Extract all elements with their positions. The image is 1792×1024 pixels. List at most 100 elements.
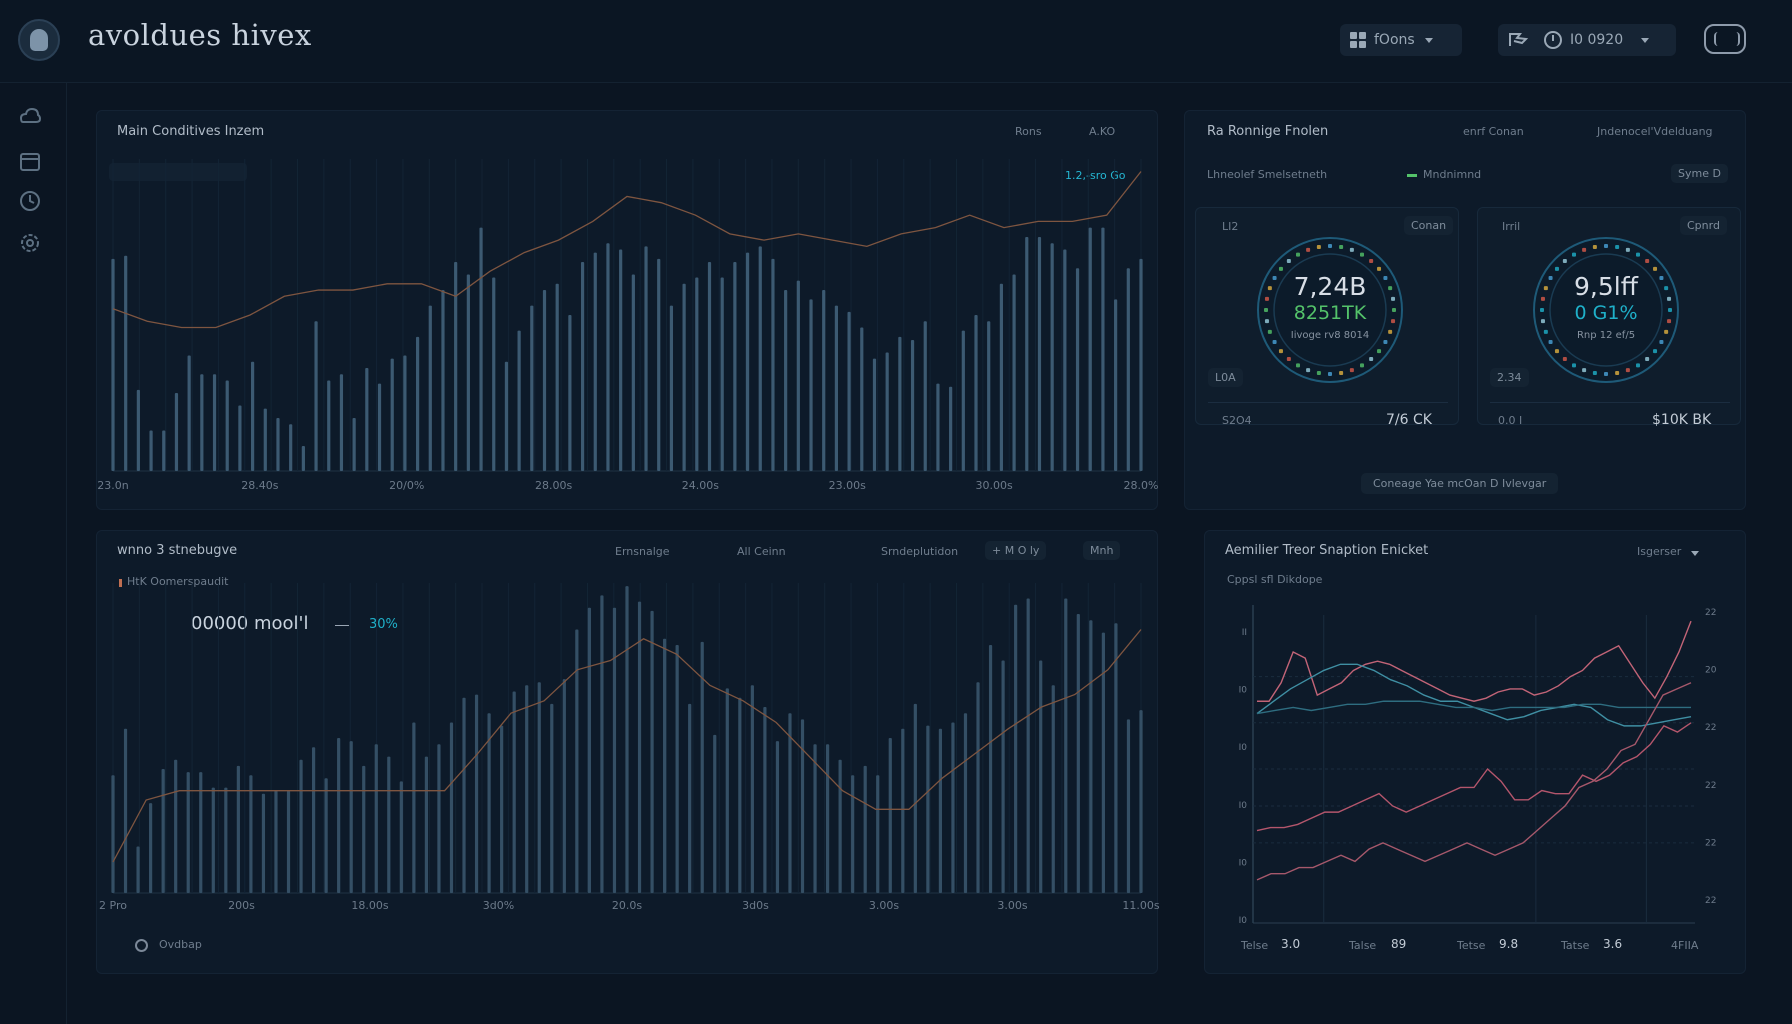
gauge-tick [1264,319,1269,324]
legend-swatch [119,579,122,587]
bar [999,283,1003,471]
x-tick-label: 200s [228,899,255,912]
gauge-tick [1306,247,1311,252]
gauge-tick [1668,308,1672,312]
bar [763,707,767,893]
time-selector[interactable]: I0 0920 [1498,24,1676,56]
gauge-tick [1267,286,1272,291]
right-chart-dropdown[interactable]: Isgerser [1637,545,1682,558]
bar [441,290,445,471]
gauge-ring [1533,237,1679,383]
bar [374,744,378,893]
gauge-tick [1349,247,1354,252]
x-tick-label: 28.00s [535,479,572,492]
bar [492,277,496,471]
calendar-icon[interactable] [19,150,41,172]
gauge-tick [1369,357,1374,362]
bar [863,765,867,893]
y-tick-label: I0 [1239,916,1248,926]
main-chart-panel: Main Conditives Inzem Rons A.KO 1.2,-sro… [96,110,1158,510]
bar [733,261,737,471]
bar [525,685,529,893]
footer-button[interactable]: Coneage Yae mcOan D Ivlevgar [1361,473,1559,494]
bar [675,645,679,893]
gauge-tick [1548,276,1553,280]
gauge-tick [1653,349,1658,354]
secondary-chart-panel: wnno 3 stnebugve Ernsnalge All Ceinn Srn… [96,530,1160,974]
y-tick-label: II [1242,628,1247,638]
filter-4[interactable]: + M O ly [985,541,1047,560]
sync-button[interactable]: Syme D [1671,164,1728,183]
right-line-chart: II I0 I0 I0 I0 I0 22 20 22 22 22 22 [1239,605,1717,926]
stat-label-4: Tatse [1561,939,1590,952]
bar [224,787,228,893]
filter-1[interactable]: Ernsnalge [615,545,670,558]
bar [276,417,280,471]
theme-toggle[interactable] [1704,24,1746,54]
gauge-ring [1257,237,1403,383]
bar [161,769,165,893]
app-logo[interactable] [18,19,60,61]
view-selector[interactable]: fOons [1340,24,1462,56]
bar [1088,227,1092,471]
bar [800,719,805,893]
range-panel-sub2[interactable]: Jndenocel'Vdelduang [1597,125,1713,138]
gauge-chip: L0A [1208,368,1243,387]
bar [568,315,572,471]
right-axis-label: 22 [1705,838,1716,848]
gauge-tick [1562,357,1567,362]
filter-2[interactable]: All Ceinn [737,545,786,558]
cloud-icon[interactable] [19,106,42,128]
right-axis-label: 20 [1705,666,1717,676]
gauge-button[interactable]: Conan [1404,216,1454,235]
main-chart-button-2[interactable]: A.KO [1089,125,1116,138]
bar [813,744,817,893]
bar [1001,660,1005,893]
grid-icon [1350,32,1366,48]
gauge-button[interactable]: Cpnrd [1680,216,1727,235]
bar [788,713,792,893]
bar [923,321,927,471]
main-chart-title: Main Conditives Inzem [117,124,265,139]
gauge-tick [1615,244,1620,249]
filter-3[interactable]: Srndeplutidon [881,545,959,558]
gauge-tick [1360,363,1364,368]
y-tick-label: I0 [1239,801,1248,811]
bar [339,374,344,471]
bar [1101,227,1105,471]
main-chart-search[interactable] [109,163,247,181]
x-tick-label: 3d0s [742,899,769,912]
x-tick-label: 24.00s [682,479,719,492]
x-tick-label: 2 Pro [99,899,127,912]
x-tick-label: 20.0s [612,899,642,912]
bar [212,374,217,471]
bar [387,756,391,893]
range-legend-right: Mndnimnd [1423,168,1482,181]
right-chart-end-label: 4FIIA [1671,939,1699,952]
main-chart-button-1[interactable]: Rons [1015,125,1042,138]
bar [274,790,278,893]
range-panel-sub1[interactable]: enrf Conan [1463,125,1524,138]
bar [1025,237,1029,471]
bar [587,607,591,893]
bar [466,274,470,471]
bar [199,772,203,893]
bar [337,738,341,893]
chevron-down-icon [1641,37,1650,43]
bar [987,321,991,471]
bar [136,389,140,471]
bar [174,759,178,893]
clock-icon[interactable] [19,190,41,212]
settings-icon[interactable] [19,232,41,254]
x-tick-label: 3.00s [997,899,1027,912]
stat-value-2: 89 [1391,937,1407,951]
secondary-footer-label[interactable]: Ovdbap [159,938,202,951]
series-line [1256,722,1692,832]
bar [504,361,509,471]
gauge-tick [1391,296,1396,301]
gauge-caption: Iivoge rv8 8014 [1290,330,1370,341]
filter-5[interactable]: Mnh [1083,541,1121,560]
bar [637,601,642,893]
x-tick-label: 3d0% [483,899,514,912]
bar [695,277,699,471]
